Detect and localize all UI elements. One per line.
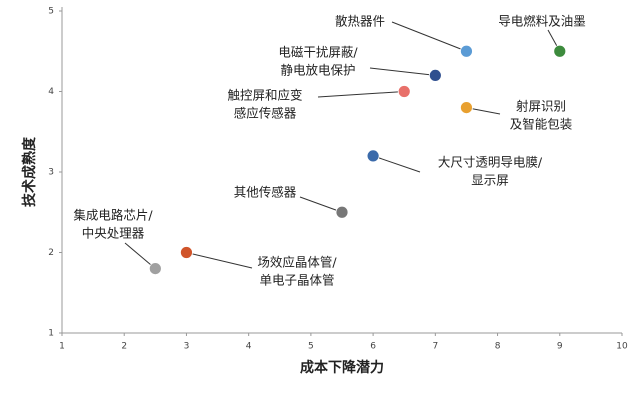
point [180, 246, 193, 259]
x-tick-label: 8 [495, 342, 501, 352]
leader-line [124, 242, 156, 269]
point [460, 44, 473, 58]
point-label: 及智能包装 [510, 117, 573, 132]
point-label: 显示屏 [471, 173, 509, 188]
leader-line [299, 196, 343, 213]
point [553, 44, 567, 58]
y-axis-title: 技术成熟度 [21, 136, 38, 207]
y-tick-label: 1 [48, 329, 54, 339]
leader-line [317, 91, 405, 98]
point [460, 101, 473, 114]
x-tick-label: 3 [184, 342, 190, 352]
point [366, 149, 380, 163]
x-tick-label: 9 [557, 342, 563, 352]
x-axis-title: 成本下降潜力 [300, 359, 384, 376]
point-label: 射屏识别 [516, 99, 566, 114]
x-tick-label: 1 [59, 342, 65, 352]
point-label: 导电燃料及油墨 [498, 14, 586, 29]
leader-line [372, 155, 421, 173]
y-tick-label: 2 [48, 248, 54, 258]
point [397, 85, 411, 98]
y-tick-label: 3 [48, 168, 54, 178]
point-label: 单电子晶体管 [259, 273, 334, 288]
point-label: 感应传感器 [234, 106, 297, 121]
y-tick-label: 4 [48, 87, 54, 97]
point [335, 205, 349, 219]
point-label: 散热器件 [335, 14, 385, 29]
point-label: 中央处理器 [82, 226, 145, 241]
leader-line [391, 21, 467, 52]
point-label: 场效应晶体管/ [257, 255, 337, 270]
leader-line [186, 252, 253, 269]
x-tick-label: 2 [121, 342, 127, 352]
x-tick-label: 5 [308, 342, 314, 352]
point [428, 69, 442, 82]
x-tick-label: 7 [432, 342, 438, 352]
point-label: 静电放电保护 [280, 63, 355, 78]
point-label: 大尺寸透明导电膜/ [438, 155, 543, 170]
x-tick-label: 10 [616, 342, 628, 352]
point-label: 电磁干扰屏蔽/ [278, 45, 358, 60]
leader-line [369, 67, 436, 76]
point-label: 其他传感器 [234, 185, 297, 200]
point-label: 集成电路芯片/ [73, 208, 153, 223]
x-tick-label: 4 [246, 342, 252, 352]
point [148, 262, 162, 276]
x-tick-label: 6 [370, 342, 376, 352]
point-label: 触控屏和应变 [227, 88, 302, 103]
y-tick-label: 5 [48, 7, 54, 17]
